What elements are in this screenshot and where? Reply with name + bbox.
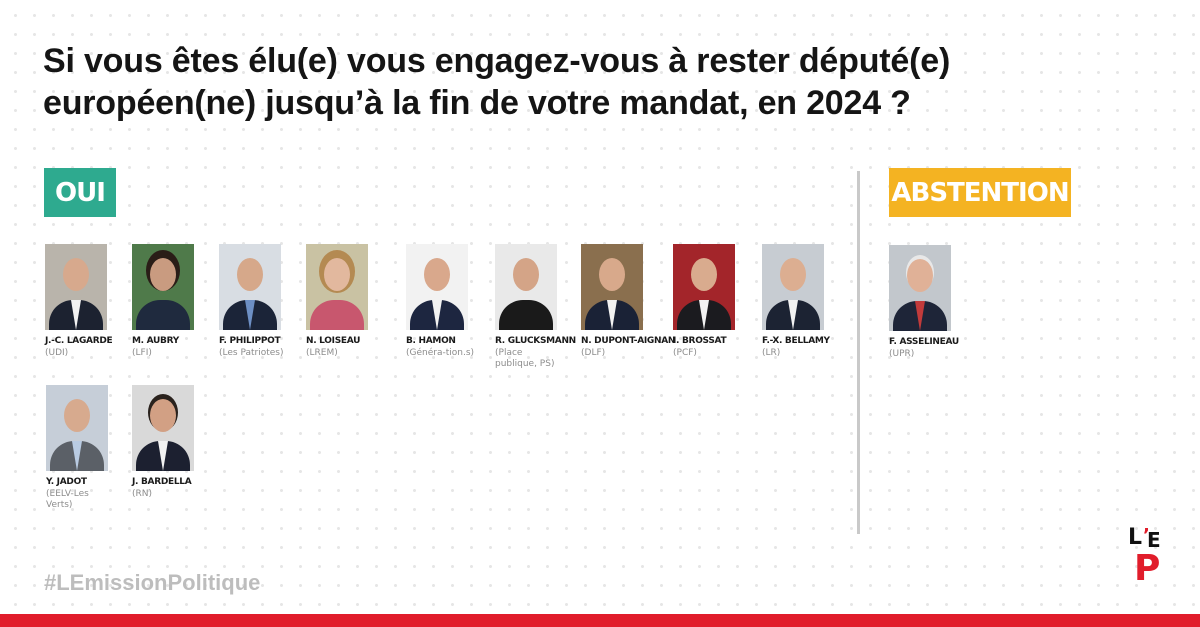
candidate-party: (UPR) <box>889 349 915 359</box>
candidate-party: (EELV-Les Verts) <box>46 489 89 510</box>
candidate-photo <box>673 244 735 330</box>
candidate-photo <box>581 244 643 330</box>
candidate-card: N. DUPONT-AIGNAN (DLF) <box>581 244 676 359</box>
candidate-card: J. BARDELLA (RN) <box>132 385 222 500</box>
lep-logo: L ’ E P <box>1128 525 1161 589</box>
candidate-photo <box>406 244 468 330</box>
candidate-card: B. HAMON (Généra-tion.s) <box>406 244 496 359</box>
candidate-name: N. LOISEAU <box>306 336 361 346</box>
candidate-photo <box>132 244 194 330</box>
candidate-party: (DLF) <box>581 348 606 358</box>
candidate-photo <box>762 244 824 330</box>
candidate-card: M. AUBRY (LFI) <box>132 244 222 359</box>
candidate-photo <box>45 244 107 330</box>
candidate-party: (RN) <box>132 489 153 499</box>
candidate-name: F.-X. BELLAMY <box>762 336 830 346</box>
candidate-name: N. DUPONT-AIGNAN <box>581 336 676 346</box>
candidate-party: (PCF) <box>673 348 697 358</box>
group-divider <box>857 171 860 534</box>
candidate-photo <box>46 385 108 471</box>
candidate-name: R. GLUCKSMANN <box>495 336 576 346</box>
candidate-party: (LFI) <box>132 348 152 358</box>
candidate-card: F.-X. BELLAMY (LR) <box>762 244 852 359</box>
candidate-name: J.-C. LAGARDE <box>45 336 113 346</box>
candidate-name: F. PHILIPPOT <box>219 336 281 346</box>
candidate-card: F. PHILIPPOT (Les Patriotes) <box>219 244 309 359</box>
bottom-red-bar <box>0 614 1200 627</box>
candidate-card: R. GLUCKSMANN (Place publique, PS) <box>495 244 585 370</box>
candidate-name: Y. JADOT <box>46 477 87 487</box>
candidate-party: (Place publique, PS) <box>495 348 555 369</box>
abstention-badge: ABSTENTION <box>889 168 1071 217</box>
candidate-photo <box>219 244 281 330</box>
candidate-name: F. ASSELINEAU <box>889 337 959 347</box>
candidate-name: M. AUBRY <box>132 336 179 346</box>
candidate-party: (LREM) <box>306 348 338 358</box>
candidate-card: I. BROSSAT (PCF) <box>673 244 763 359</box>
candidate-photo <box>889 245 951 331</box>
candidate-photo <box>495 244 557 330</box>
question-title: Si vous êtes élu(e) vous engagez-vous à … <box>43 42 951 122</box>
candidate-card: N. LOISEAU (LREM) <box>306 244 396 359</box>
candidate-card: F. ASSELINEAU (UPR) <box>889 245 979 360</box>
candidate-card: Y. JADOT (EELV-Les Verts) <box>46 385 136 511</box>
candidate-party: (UDI) <box>45 348 69 358</box>
candidate-party: (Généra-tion.s) <box>406 348 475 358</box>
candidate-party: (Les Patriotes) <box>219 348 284 358</box>
candidate-name: I. BROSSAT <box>673 336 727 346</box>
candidate-card: J.-C. LAGARDE (UDI) <box>45 244 135 359</box>
candidate-photo <box>132 385 194 471</box>
hashtag: #LEmissionPolitique <box>44 570 261 595</box>
candidate-photo <box>306 244 368 330</box>
oui-badge: OUI <box>44 168 116 217</box>
candidate-name: B. HAMON <box>406 336 456 346</box>
candidate-party: (LR) <box>762 348 781 358</box>
candidate-name: J. BARDELLA <box>132 477 192 487</box>
